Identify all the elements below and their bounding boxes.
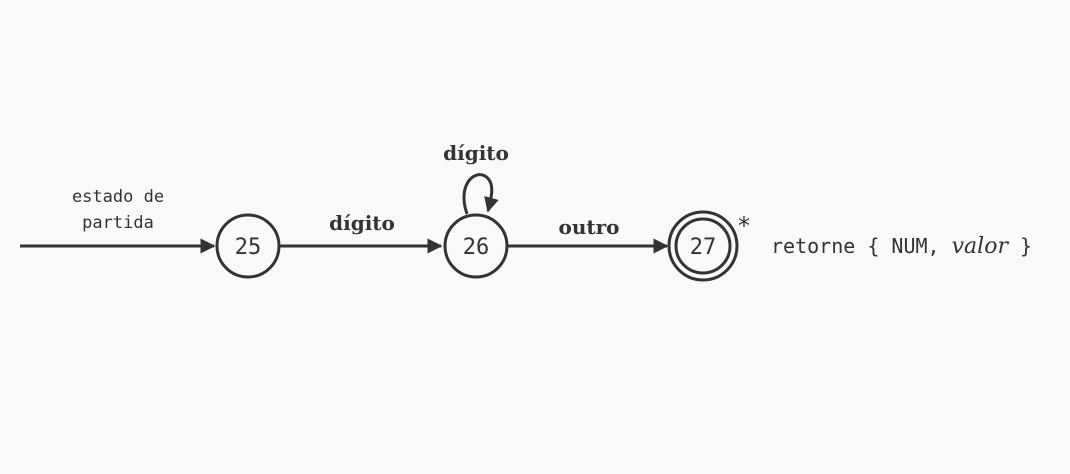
start-label-line2: partida <box>82 213 154 233</box>
self-loop-26-label: dígito <box>443 141 509 165</box>
self-loop-26 <box>462 173 499 215</box>
state-25: 25 <box>215 213 281 279</box>
action-suffix: } <box>1008 234 1032 258</box>
state-26: 26 <box>443 213 509 279</box>
start-label-line1: estado de <box>72 187 164 207</box>
state-27-label: 27 <box>690 235 717 260</box>
action-prefix: retorne { NUM, <box>771 234 952 258</box>
action-text: retorne { NUM, valor } <box>771 234 1032 259</box>
retract-marker: * <box>737 212 751 240</box>
state-27-accepting: 27 <box>667 210 739 282</box>
action-value: valor <box>952 234 1010 259</box>
edge-26-27-label: outro <box>559 215 620 239</box>
state-26-label: 26 <box>463 235 490 260</box>
state-25-label: 25 <box>235 235 262 260</box>
edge-25-26-label: dígito <box>329 211 395 235</box>
